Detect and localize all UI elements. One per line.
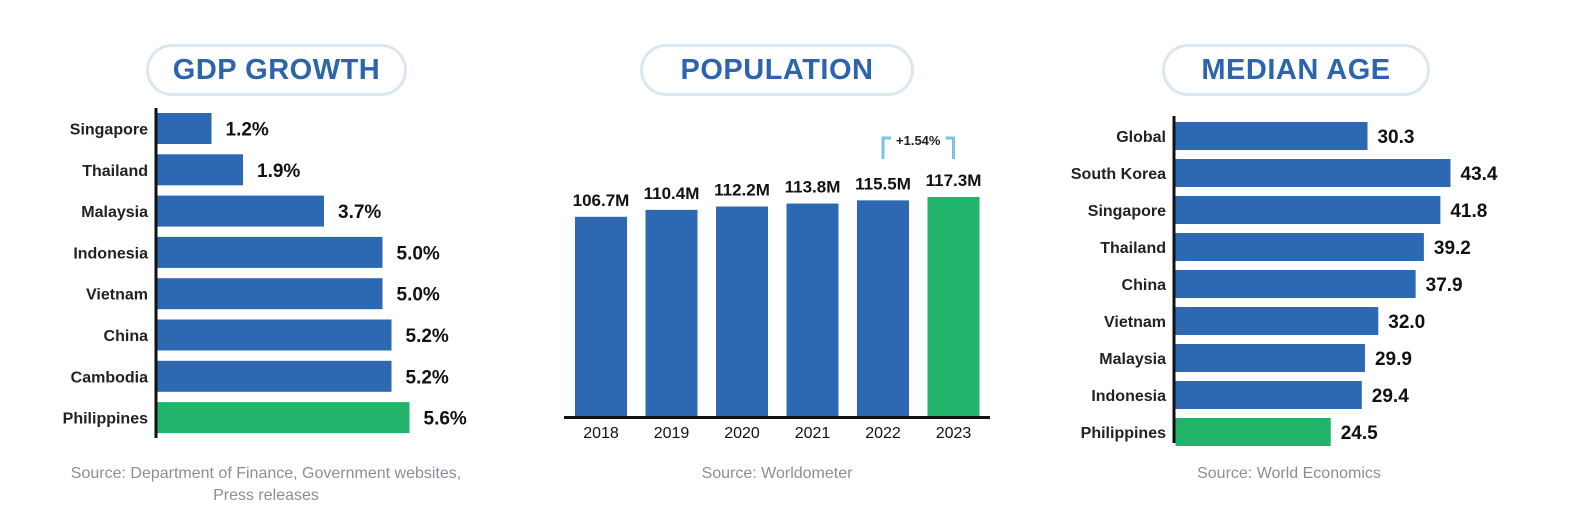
age-value-label: 41.8 xyxy=(1450,201,1487,222)
gdp-category-label: China xyxy=(104,328,149,345)
gdp-category-label: Cambodia xyxy=(71,369,148,386)
gdp-value-label: 5.0% xyxy=(397,243,440,264)
gdp-bar-china xyxy=(157,319,392,351)
age-category-label: Thailand xyxy=(1100,240,1166,257)
pop-growth-bracket xyxy=(881,136,955,159)
age-value-label: 39.2 xyxy=(1434,238,1471,259)
population-title: POPULATION xyxy=(640,44,914,96)
pop-bar-2021 xyxy=(786,203,839,416)
age-value-label: 32.0 xyxy=(1388,312,1425,333)
pop-year-label: 2019 xyxy=(654,425,690,442)
age-value-label: 29.9 xyxy=(1375,349,1412,370)
gdp-bar-singapore xyxy=(157,113,212,144)
pop-value-label: 106.7M xyxy=(573,191,630,210)
gdp-category-label: Singapore xyxy=(70,122,148,139)
gdp-growth-panel: GDP GROWTH Singapore 1.2% Thailand 1.9% Mala… xyxy=(0,0,520,518)
age-category-label: Global xyxy=(1116,129,1166,146)
pop-value-label: 115.5M xyxy=(855,174,911,193)
gdp-value-label: 5.2% xyxy=(406,326,449,347)
median-age-panel: MEDIAN AGE Global 30.3 South Korea 43.4 Sing… xyxy=(1040,0,1572,518)
median-age-chart: Global 30.3 South Korea 43.4 Singapore 41.8 Th… xyxy=(1071,116,1498,446)
age-bar-philippines xyxy=(1175,418,1331,446)
age-bar-indonesia xyxy=(1175,381,1362,409)
age-category-label: Indonesia xyxy=(1091,388,1166,405)
population-source: Source: Worldometer xyxy=(701,465,853,482)
age-category-label: Singapore xyxy=(1088,203,1166,220)
age-value-label: 29.4 xyxy=(1372,386,1409,407)
pop-year-label: 2020 xyxy=(724,425,760,442)
age-category-label: China xyxy=(1122,277,1167,294)
pop-bar-2020 xyxy=(716,206,768,416)
pop-bar-2018 xyxy=(575,216,627,416)
age-value-label: 24.5 xyxy=(1341,423,1378,444)
age-bar-global xyxy=(1175,122,1368,150)
pop-bar-2019 xyxy=(645,209,698,416)
age-value-label: 43.4 xyxy=(1461,164,1498,185)
gdp-bar-malaysia xyxy=(157,195,324,227)
age-value-label: 37.9 xyxy=(1426,275,1463,296)
population-chart: 106.7M 2018 110.4M 2019 112.2M 2020 113.8M 2021… xyxy=(564,133,990,442)
age-bar-singapore xyxy=(1175,196,1441,224)
gdp-bar-vietnam xyxy=(157,278,383,310)
gdp-bar-indonesia xyxy=(157,236,383,268)
gdp-value-label: 5.2% xyxy=(406,367,449,388)
age-bar-malaysia xyxy=(1175,344,1365,372)
gdp-category-label: Philippines xyxy=(63,411,148,428)
age-value-label: 30.3 xyxy=(1377,127,1414,148)
pop-year-label: 2022 xyxy=(865,425,901,442)
gdp-value-label: 1.2% xyxy=(226,120,269,141)
age-bar-thailand xyxy=(1175,233,1424,261)
age-bar-vietnam xyxy=(1175,307,1379,335)
pop-value-label: 112.2M xyxy=(714,181,770,200)
gdp-category-label: Malaysia xyxy=(81,204,148,221)
pop-year-label: 2018 xyxy=(583,425,619,442)
pop-year-label: 2023 xyxy=(936,425,972,442)
gdp-growth-title: GDP GROWTH xyxy=(146,44,407,96)
gdp-bar-cambodia xyxy=(157,360,392,392)
age-bar-china xyxy=(1175,270,1416,298)
median-age-source: Source: World Economics xyxy=(1197,465,1381,482)
age-category-label: South Korea xyxy=(1071,166,1166,183)
pop-value-label: 110.4M xyxy=(644,184,700,203)
pop-year-label: 2021 xyxy=(795,425,831,442)
gdp-value-label: 5.6% xyxy=(424,409,467,430)
gdp-value-label: 5.0% xyxy=(397,285,440,306)
gdp-bar-philippines xyxy=(157,402,410,434)
gdp-category-label: Vietnam xyxy=(86,287,148,304)
gdp-growth-source: Source: Department of Finance, Governmen… xyxy=(70,465,462,504)
population-panel: POPULATION 106.7M 2018 110.4M 2019 112.2M 202… xyxy=(520,0,1040,518)
median-age-title: MEDIAN AGE xyxy=(1162,44,1430,96)
gdp-value-label: 1.9% xyxy=(257,161,300,182)
age-category-label: Philippines xyxy=(1081,425,1166,442)
gdp-category-label: Thailand xyxy=(82,163,148,180)
age-bar-south-korea xyxy=(1175,159,1451,187)
gdp-value-label: 3.7% xyxy=(338,202,381,223)
gdp-bar-thailand xyxy=(157,154,243,186)
pop-value-label: 117.3M xyxy=(926,171,982,190)
pop-value-label: 113.8M xyxy=(785,178,841,197)
pop-bar-2023 xyxy=(927,197,980,416)
pop-growth-annotation: +1.54% xyxy=(896,133,941,148)
pop-bar-2022 xyxy=(857,200,909,416)
age-category-label: Vietnam xyxy=(1104,314,1166,331)
gdp-growth-chart: Singapore 1.2% Thailand 1.9% Malaysia 3.7% Ind… xyxy=(63,108,467,438)
gdp-category-label: Indonesia xyxy=(73,245,148,262)
age-category-label: Malaysia xyxy=(1099,351,1166,368)
